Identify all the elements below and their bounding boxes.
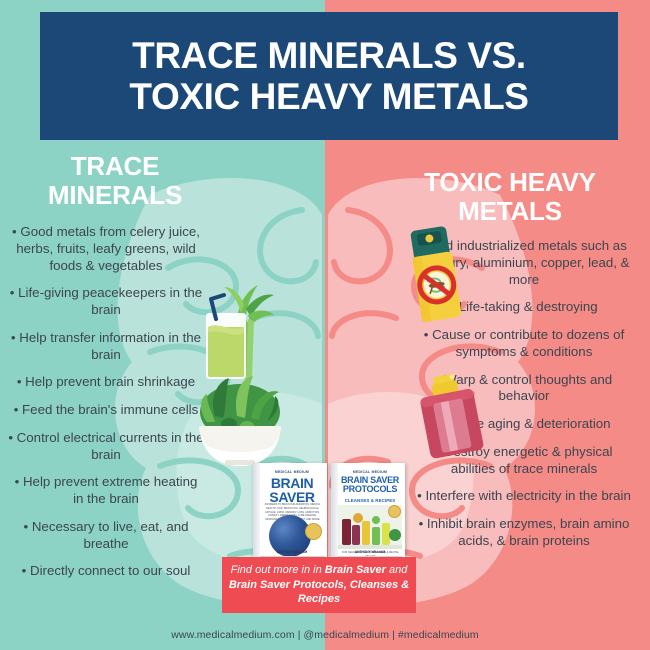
book-brand: MEDICAL MEDIUM [352, 470, 388, 474]
list-item: • Inhibit brain enzymes, brain amino aci… [418, 516, 630, 548]
toxic-heavy-metals-bullet-list: • Bad industrialized metals such as merc… [417, 238, 631, 550]
list-item: • Directly connect to our soul [21, 563, 191, 579]
list-item: • Cause or contribute to dozens of sympt… [423, 327, 625, 359]
list-item: • Necessary to live, eat, and breathe [23, 518, 189, 551]
toxic-heavy-metals-column: TOXIC HEAVY METALS • Bad industrialized … [325, 150, 650, 620]
book-spine [331, 463, 338, 567]
book-title: BRAIN SAVER [269, 475, 315, 506]
produce-photo-art [338, 505, 402, 549]
book-subtitle: CLEANSES & RECIPES [344, 498, 396, 503]
list-item: • Life-giving peacekeepers in the brain [9, 285, 203, 318]
award-seal-icon [305, 523, 322, 540]
trace-minerals-column: TRACE MINERALS • Good metals from celery… [0, 150, 325, 620]
footer-right-background [325, 620, 650, 650]
award-seal-icon [388, 505, 401, 518]
trace-minerals-bullet-list: • Good metals from celery juice, herbs, … [8, 224, 204, 580]
footer-bar: www.medicalmedium.com | @medicalmedium |… [0, 620, 650, 650]
footer-left-background [0, 620, 325, 650]
list-item: • Feed the brain's immune cells [13, 402, 199, 418]
book-author: ANTHONY WILLIAM [354, 550, 386, 554]
book-author: ANTHONY WILLIAM [276, 550, 308, 554]
book-brand: MEDICAL MEDIUM [274, 470, 310, 474]
leafy-greens-bowl-icon [199, 376, 281, 466]
list-item: • Control electrical currents in the bra… [8, 429, 204, 462]
toxic-heavy-metals-title: TOXIC HEAVY METALS [424, 167, 596, 227]
list-item: • Help prevent extreme heating in the br… [14, 474, 198, 507]
book-cover-brain-saver-protocols[interactable]: MEDICAL MEDIUM BRAIN SAVER PROTOCOLS CLE… [331, 463, 405, 567]
list-item: • Help prevent brain shrinkage [16, 374, 196, 390]
list-item: • Interfere with electricity in the brai… [417, 488, 631, 504]
list-item: • Bad industrialized metals such as merc… [418, 238, 630, 287]
header-title-line1: TRACE MINERALS VS. [132, 34, 526, 76]
chemical-bottle-icon [420, 374, 484, 459]
insect-spray-can-icon [410, 226, 462, 323]
list-item: • Good metals from celery juice, herbs, … [12, 224, 200, 273]
promo-connector: and [385, 564, 408, 577]
promo-text: Find out more in in Brain Saver and Brai… [222, 563, 416, 607]
promo-book1: Brain Saver [324, 564, 386, 577]
list-item: • Cause aging & deterioration [437, 416, 611, 432]
promo-book2: Brain Saver Protocols, Cleanses & Recipe… [228, 578, 410, 606]
book-spine [253, 463, 260, 567]
list-item: • Warp & control thoughts and behavior [435, 371, 613, 404]
promo-callout-box: Find out more in in Brain Saver and Brai… [222, 557, 416, 613]
celery-juice-glass-icon [206, 285, 274, 379]
header-title-line2: TOXIC HEAVY METALS [129, 76, 529, 117]
promo-prefix: Find out more in in [230, 564, 325, 577]
list-item: • Help transfer information in the brain [10, 329, 202, 362]
book-cover-brain-saver[interactable]: MEDICAL MEDIUM BRAIN SAVER ANSWERS TO BR… [253, 463, 327, 567]
book-title: BRAIN SAVER PROTOCOLS [340, 475, 400, 495]
blue-brain-sphere-art [269, 515, 311, 557]
list-item: • Life-taking & destroying [450, 299, 598, 315]
trace-minerals-title: TRACE MINERALS [47, 151, 183, 211]
footer-credits: www.medicalmedium.com | @medicalmedium |… [171, 629, 479, 641]
header-banner: TRACE MINERALS VS. TOXIC HEAVY METALS [40, 12, 618, 140]
